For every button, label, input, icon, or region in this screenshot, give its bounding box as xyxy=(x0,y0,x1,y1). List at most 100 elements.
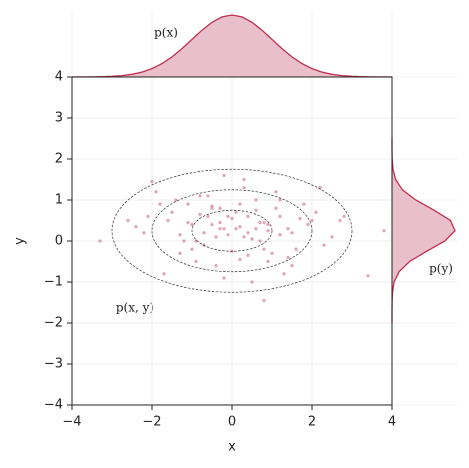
density-fill xyxy=(392,138,455,323)
point xyxy=(330,234,334,239)
contour xyxy=(111,168,353,293)
point xyxy=(266,222,270,227)
point xyxy=(210,204,214,209)
point xyxy=(302,202,306,207)
point xyxy=(98,239,102,243)
point xyxy=(234,210,238,215)
point xyxy=(286,255,290,260)
point xyxy=(266,228,270,233)
x-tick-label: 0 xyxy=(228,415,236,430)
point xyxy=(154,189,158,194)
point xyxy=(178,251,182,256)
y-tick-label: −3 xyxy=(44,357,63,372)
x-tick-label: 2 xyxy=(308,415,316,430)
point xyxy=(190,222,194,227)
point xyxy=(178,232,182,237)
point xyxy=(166,218,170,223)
point xyxy=(246,230,250,235)
annotation: p(x) xyxy=(154,26,178,40)
point xyxy=(270,251,274,256)
point xyxy=(286,226,290,231)
point xyxy=(250,280,254,284)
y-tick-label: −1 xyxy=(44,275,63,290)
point xyxy=(222,226,226,231)
point xyxy=(150,179,154,184)
point xyxy=(274,189,278,194)
point xyxy=(218,206,222,211)
point xyxy=(254,198,258,202)
point xyxy=(238,224,242,229)
point xyxy=(214,263,218,268)
point xyxy=(162,271,166,276)
point xyxy=(290,230,294,235)
y-tick-label: 1 xyxy=(55,193,63,208)
contour xyxy=(151,189,313,273)
point xyxy=(198,212,202,217)
point xyxy=(310,218,314,223)
point xyxy=(202,230,206,235)
point xyxy=(206,193,210,198)
point xyxy=(158,202,162,207)
point xyxy=(218,226,222,231)
point xyxy=(186,202,190,207)
point xyxy=(282,271,286,276)
point xyxy=(266,259,270,264)
y-tick-label: 3 xyxy=(55,111,63,126)
y-axis-label: y xyxy=(13,237,28,245)
y-tick-label: −4 xyxy=(44,398,63,413)
density-fill xyxy=(72,15,392,77)
annotation: p(y) xyxy=(429,262,453,276)
point xyxy=(174,198,178,202)
y-tick-label: −2 xyxy=(44,316,63,331)
point xyxy=(126,218,130,223)
point xyxy=(210,222,214,227)
point xyxy=(366,273,370,278)
point xyxy=(238,257,242,262)
point xyxy=(298,216,302,221)
point xyxy=(258,220,262,225)
annotation: p(x, y) xyxy=(116,301,154,315)
x-tick-label: 4 xyxy=(388,415,396,430)
point xyxy=(322,243,326,248)
point xyxy=(226,232,230,237)
point xyxy=(274,206,278,211)
point xyxy=(190,247,194,252)
y-tick-label: 0 xyxy=(55,234,63,249)
point xyxy=(306,222,310,227)
point xyxy=(142,230,146,235)
point xyxy=(234,226,238,231)
point xyxy=(262,247,266,252)
x-axis-label: x xyxy=(228,440,236,455)
point xyxy=(254,208,258,213)
y-tick-label: 2 xyxy=(55,152,63,167)
point xyxy=(262,298,266,303)
y-tick-label: 4 xyxy=(55,70,63,85)
point xyxy=(246,253,250,258)
point xyxy=(182,239,186,243)
point xyxy=(262,220,266,225)
point xyxy=(194,259,198,264)
point xyxy=(258,239,262,243)
point xyxy=(218,220,222,225)
point xyxy=(238,202,242,207)
point xyxy=(230,216,234,221)
density-line xyxy=(71,14,393,78)
point xyxy=(290,263,294,268)
axes-frame xyxy=(71,76,393,406)
point xyxy=(338,218,342,223)
point xyxy=(198,193,202,198)
point xyxy=(242,234,246,239)
scatter-layer xyxy=(98,168,386,303)
point xyxy=(222,275,226,280)
point xyxy=(382,228,386,233)
point xyxy=(294,247,298,252)
point xyxy=(214,234,218,239)
point xyxy=(242,177,246,182)
point xyxy=(134,224,138,229)
point xyxy=(342,214,346,219)
point xyxy=(170,210,174,215)
x-tick-label: −4 xyxy=(62,415,81,430)
point xyxy=(242,185,246,190)
